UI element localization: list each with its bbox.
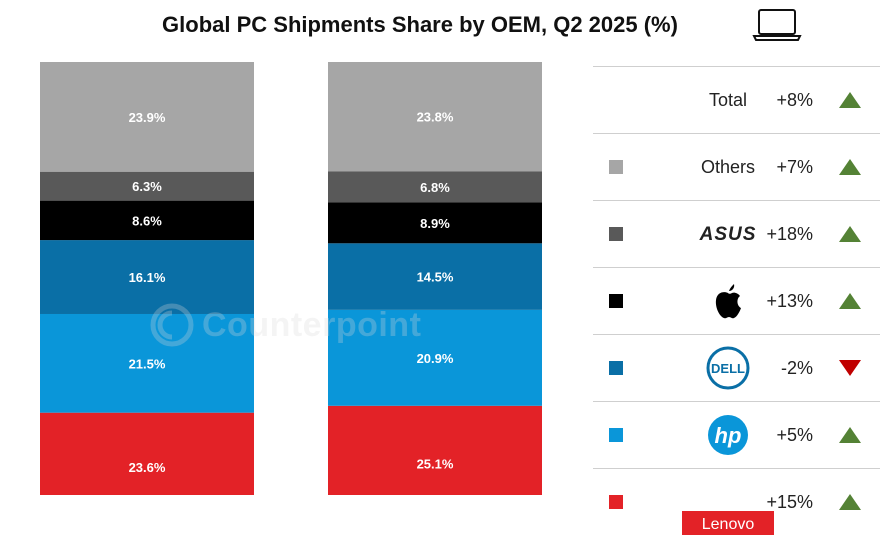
- growth-value-asus: +18%: [766, 224, 813, 244]
- growth-value-hp: +5%: [776, 425, 813, 445]
- legend-row-lenovo: Lenovo +15%: [593, 468, 880, 535]
- legend-swatch-hp: [609, 428, 623, 442]
- bar-segment-asus-1: [40, 171, 254, 201]
- data-label-lenovo-1: 23.6%: [129, 460, 166, 475]
- svg-text:ASUS: ASUS: [699, 225, 757, 243]
- watermark-text: Counterpoint: [202, 305, 422, 344]
- legend-row-hp: hp +5%: [593, 401, 880, 468]
- legend-row-asus: ASUS +18%: [593, 200, 880, 267]
- bar-segment-hp-1: [40, 313, 254, 413]
- data-label-hp-1: 21.5%: [129, 356, 166, 371]
- chart-title: Global PC Shipments Share by OEM, Q2 202…: [162, 12, 678, 37]
- data-label-apple-2: 8.9%: [420, 216, 450, 231]
- legend-name: Others: [663, 134, 793, 200]
- bar-segment-hp-2: [328, 309, 542, 406]
- up-triangle-icon: [839, 494, 861, 510]
- bar-segment-lenovo-1: [40, 412, 254, 495]
- legend-row-total: Total +8%: [593, 66, 880, 133]
- svg-text:Lenovo: Lenovo: [702, 516, 755, 533]
- growth-value-lenovo: +15%: [766, 492, 813, 512]
- legend-row-dell: DELL -2%: [593, 334, 880, 401]
- data-label-lenovo-2: 25.1%: [417, 456, 454, 471]
- bar-segment-others-1: [40, 62, 254, 172]
- legend-label-others: Others: [700, 156, 756, 177]
- legend-swatch-dell: [609, 361, 623, 375]
- up-triangle-icon: [839, 293, 861, 309]
- growth-value-others: +7%: [776, 157, 813, 177]
- bar-segment-asus-2: [328, 171, 542, 203]
- data-label-dell-2: 14.5%: [417, 270, 454, 285]
- bar-segment-dell-2: [328, 243, 542, 310]
- legend-swatch-lenovo: [609, 495, 623, 509]
- up-triangle-icon: [839, 427, 861, 443]
- data-label-hp-2: 20.9%: [417, 351, 454, 366]
- laptop-icon: [752, 9, 802, 41]
- legend-swatch-asus: [609, 227, 623, 241]
- up-triangle-icon: [839, 92, 861, 108]
- data-label-others-2: 23.8%: [417, 110, 454, 125]
- legend-name: Total: [663, 67, 793, 133]
- legend-swatch-others: [609, 160, 623, 174]
- bar-segment-apple-2: [328, 202, 542, 244]
- bar-segment-apple-1: [40, 200, 254, 241]
- svg-text:hp: hp: [715, 423, 742, 448]
- growth-value-apple: +13%: [766, 291, 813, 311]
- watermark: Counterpoint: [150, 303, 421, 347]
- data-label-apple-1: 8.6%: [132, 213, 162, 228]
- legend-swatch-apple: [609, 294, 623, 308]
- growth-legend: Total +8% Others +7% ASUS +18% +13% DELL -2% hp +5…: [593, 66, 880, 535]
- data-label-asus-1: 6.3%: [132, 179, 162, 194]
- stacked-bar-chart: 23.6% 21.5% 16.1% 8.6% 6.3% 23.9% 25.1% 20.9% 14…: [40, 62, 542, 495]
- up-triangle-icon: [839, 159, 861, 175]
- hp-logo: hp: [663, 402, 793, 468]
- legend-row-others: Others +7%: [593, 133, 880, 200]
- down-triangle-icon: [839, 360, 861, 376]
- growth-value-dell: -2%: [780, 358, 813, 378]
- growth-value-total: +8%: [776, 90, 813, 110]
- legend-label-total: Total: [708, 89, 748, 110]
- up-triangle-icon: [839, 226, 861, 242]
- bar-segment-lenovo-2: [328, 405, 542, 495]
- svg-text:DELL: DELL: [711, 361, 745, 376]
- asus-logo: ASUS: [663, 201, 793, 267]
- data-label-asus-2: 6.8%: [420, 180, 450, 195]
- counterpoint-logo-icon: [150, 303, 194, 347]
- bar-segment-others-2: [328, 62, 542, 172]
- apple-logo: [663, 268, 793, 334]
- bar-segment-dell-1: [40, 240, 254, 314]
- data-label-others-1: 23.9%: [129, 110, 166, 125]
- legend-row-apple: +13%: [593, 267, 880, 334]
- dell-logo: DELL: [663, 335, 793, 401]
- data-label-dell-1: 16.1%: [129, 270, 166, 285]
